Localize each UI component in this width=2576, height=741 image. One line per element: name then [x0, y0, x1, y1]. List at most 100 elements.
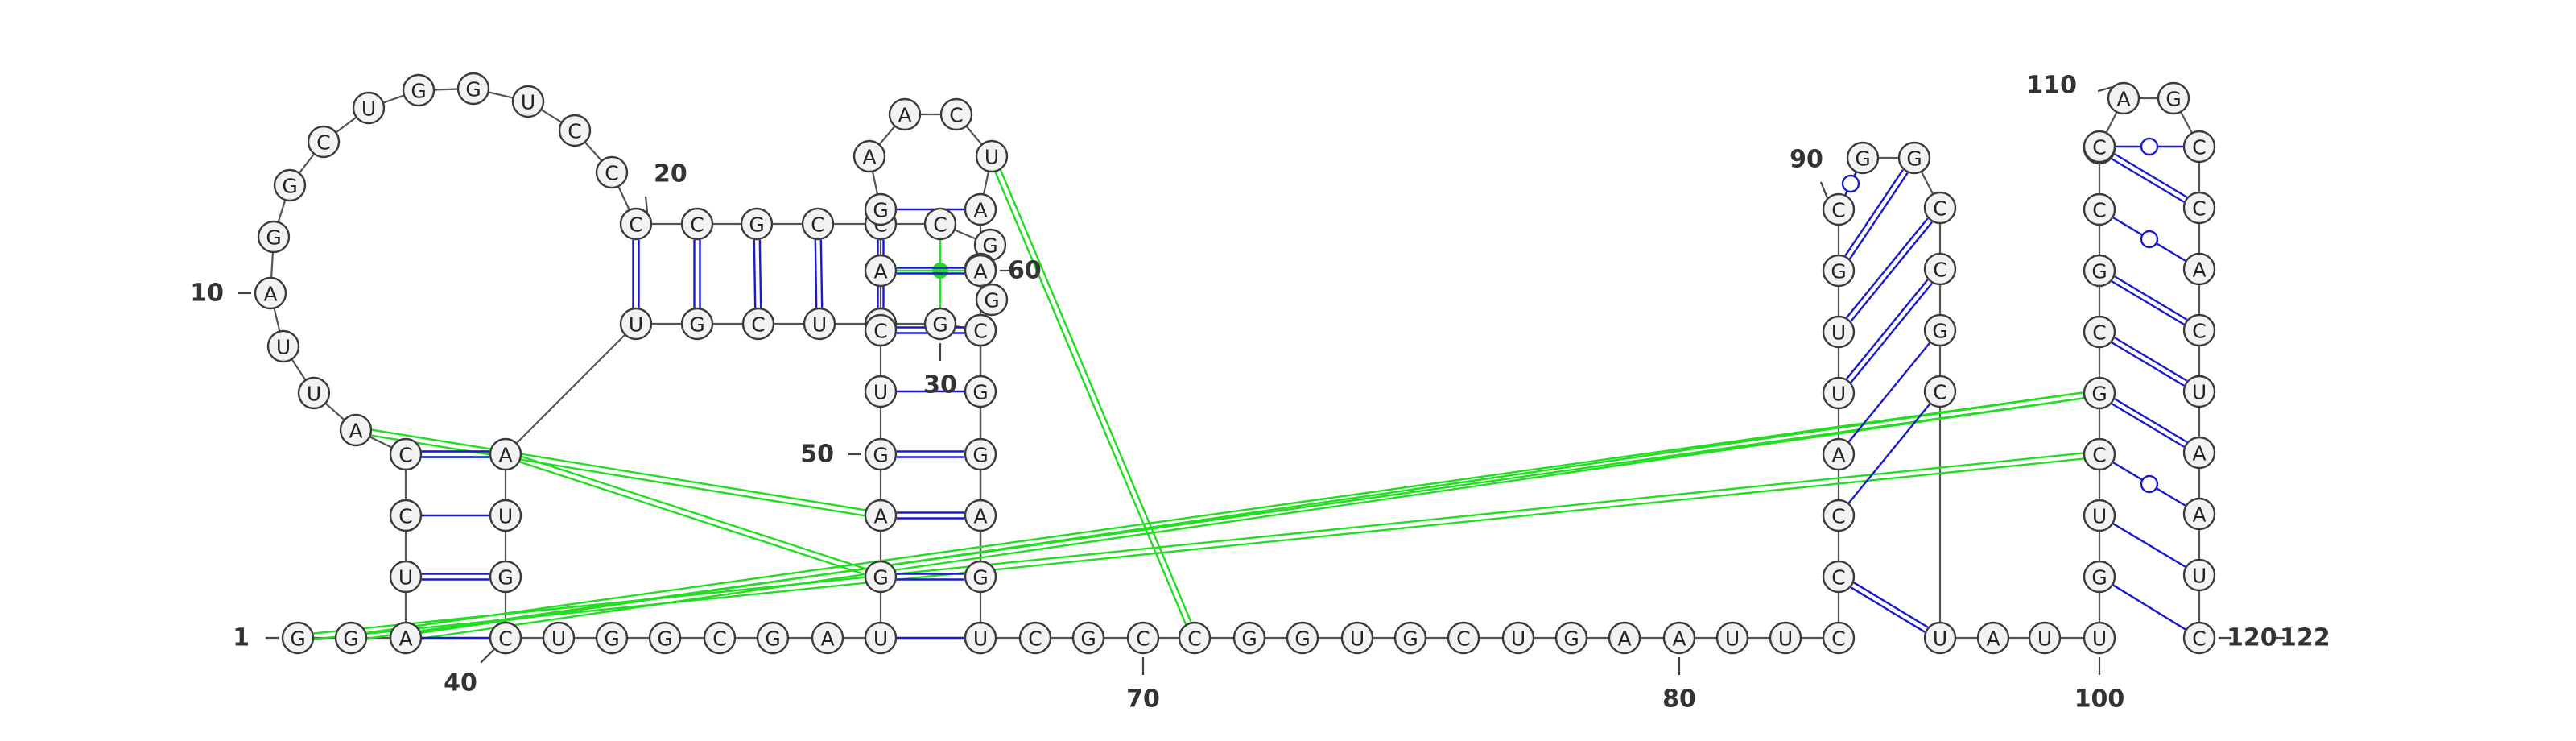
nucleotide: G — [976, 284, 1007, 315]
nucleotide: A — [965, 194, 996, 225]
nucleotide-letter: G — [411, 80, 426, 103]
nucleotide: C — [2184, 315, 2215, 346]
nucleotide: G — [1395, 623, 1426, 653]
nucleotide: A — [965, 500, 996, 531]
nucleotide: U — [268, 331, 299, 362]
base-pair — [2113, 585, 2186, 629]
nucleotide: U — [299, 378, 329, 408]
nucleotide: G — [490, 561, 521, 592]
nucleotide: C — [1823, 623, 1854, 653]
nucleotide: U — [2184, 376, 2215, 407]
nucleotide: A — [812, 623, 843, 653]
nucleotide: A — [865, 255, 896, 286]
nucleotide: U — [1770, 623, 1801, 653]
nucleotide-letter: C — [933, 213, 947, 237]
position-label: 122 — [2280, 624, 2330, 652]
nucleotide-letter: U — [1511, 627, 1525, 651]
nucleotide: C — [2184, 623, 2215, 653]
tick-layer — [238, 87, 2285, 675]
nucleotide-letter: G — [465, 78, 481, 101]
nucleotide-letter: U — [2192, 381, 2207, 404]
nucleotide-letter: U — [973, 627, 988, 651]
nucleotide-letter: G — [765, 627, 780, 651]
nucleotide-letter: C — [690, 213, 704, 237]
base-pair — [754, 240, 761, 308]
nucleotide: C — [2084, 194, 2115, 225]
position-label-text: 20 — [654, 160, 687, 188]
nucleotide-letter: C — [2192, 320, 2206, 343]
nucleotide: C — [1020, 623, 1051, 653]
nucleotide: A — [965, 255, 996, 286]
pseudoknot-pair — [505, 452, 881, 580]
nucleotide-letter: A — [898, 104, 911, 127]
position-label: 110 — [2026, 72, 2077, 100]
nucleotide: U — [2184, 560, 2215, 590]
position-label-text: 80 — [1662, 685, 1696, 714]
nucleotide-letter: A — [2192, 503, 2206, 527]
nucleotide-letter: A — [1672, 627, 1686, 651]
nucleotide-letter: A — [498, 444, 512, 467]
nucleotide-letter: C — [1831, 566, 1845, 590]
nucleotide-letter: A — [1986, 627, 2000, 651]
nucleotide: G — [1287, 623, 1318, 653]
nucleotide: A — [2108, 83, 2139, 114]
nucleotide-letter: U — [276, 336, 291, 359]
nucleotide: G — [1899, 143, 1930, 173]
base-pair — [2112, 276, 2186, 325]
nucleotide: A — [890, 99, 920, 130]
nucleotide-letter: G — [1402, 627, 1418, 651]
nucleotide: C — [2184, 192, 2215, 223]
nucleotide: G — [1925, 315, 1955, 346]
nucleotide: C — [2084, 131, 2115, 162]
nucleotide-letter: G — [873, 444, 888, 467]
nucleotide-letter: U — [1933, 627, 1947, 651]
nucleotide: G — [741, 209, 772, 239]
nucleotide: C — [704, 623, 735, 653]
nucleotide: C — [1179, 623, 1210, 653]
nucleotide: C — [682, 209, 712, 239]
position-label: 80 — [1662, 685, 1696, 714]
nucleotide-letter: C — [2092, 321, 2106, 345]
nucleotide-letter: U — [1725, 627, 1740, 651]
nucleotide: C — [2084, 439, 2115, 470]
nucleotide-letter: C — [2092, 136, 2106, 159]
nucleotide: A — [1978, 623, 2008, 653]
nucleotide-letter: G — [749, 213, 764, 237]
nucleotide-letter: U — [1350, 627, 1364, 651]
nucleotide-letter: U — [498, 505, 513, 528]
nucleotide: C — [308, 126, 339, 157]
nucleotide-letter: U — [985, 146, 999, 169]
nucleotide: A — [255, 278, 286, 308]
position-label: 120 — [2227, 624, 2277, 652]
nucleotide: U — [353, 93, 384, 123]
nucleotide: A — [2184, 254, 2215, 284]
position-label: 10 — [190, 279, 224, 308]
nucleotide-letter: G — [972, 566, 988, 590]
nucleotide-letter: A — [973, 505, 987, 528]
nucleotide-letter: U — [873, 381, 888, 404]
nucleotide-letter: C — [751, 313, 765, 337]
nucleotide: G — [965, 561, 996, 592]
base-pair — [695, 240, 700, 308]
position-label: 20 — [654, 160, 687, 188]
nucleotide-letter: C — [1933, 197, 1946, 221]
nucleotide-letter: C — [949, 104, 963, 127]
nucleotide-letter: C — [629, 213, 642, 237]
position-label: 40 — [444, 669, 477, 698]
nucleotide: C — [621, 209, 651, 239]
nucleotide: C — [965, 315, 996, 346]
position-label-text: 50 — [800, 441, 834, 469]
position-label: 70 — [1126, 685, 1160, 714]
nucleotide-letter: A — [398, 627, 412, 651]
nucleotide-letter: C — [316, 131, 330, 155]
position-label-text: 1 — [233, 624, 250, 652]
nucleotide: G — [965, 439, 996, 470]
nucleotide-letter: G — [1855, 147, 1870, 171]
nucleotide: G — [758, 623, 788, 653]
nucleotide: G — [865, 194, 896, 225]
nucleotide-letter: C — [1831, 505, 1845, 528]
nucleotide: A — [854, 141, 885, 172]
nucleotide: A — [865, 500, 896, 531]
nucleotide-letter: G — [972, 444, 988, 467]
pseudoknot-pair — [355, 428, 506, 457]
